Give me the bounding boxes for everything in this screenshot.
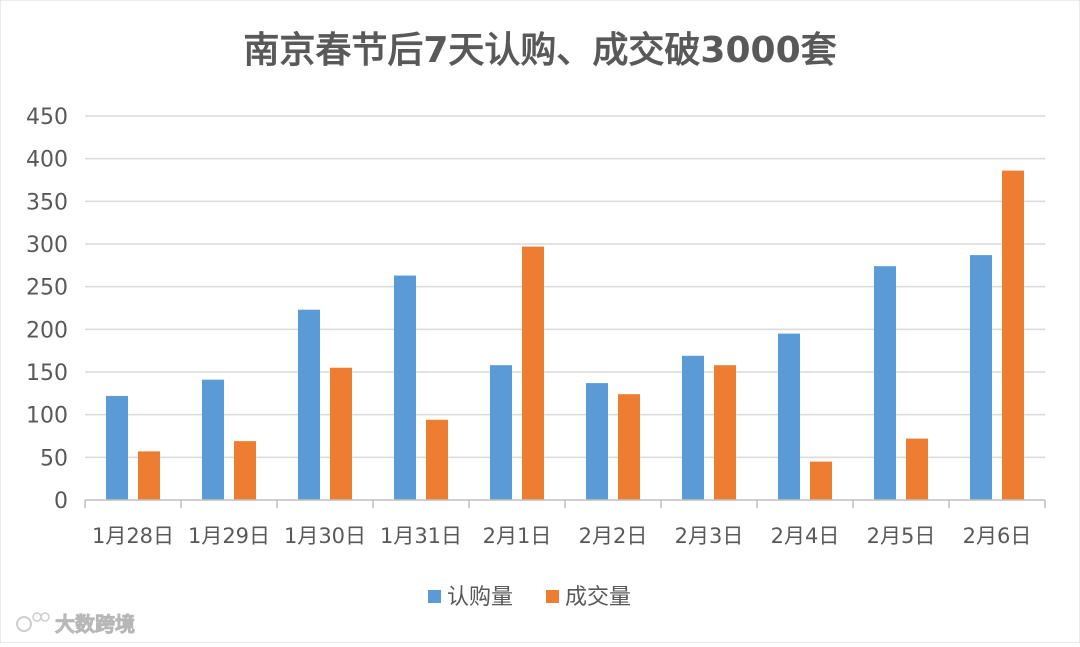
bar-series1 [874,266,896,500]
y-tick-label: 200 [26,318,68,343]
bar-series2 [426,419,448,500]
chart-title: 南京春节后7天认购、成交破3000套 [243,29,836,71]
bar-series2 [618,394,640,500]
legend-swatch [546,590,559,603]
bar-series2 [522,246,544,500]
bar-series2 [234,441,256,500]
y-tick-label: 400 [26,148,68,173]
y-tick-label: 450 [26,105,68,130]
bar-series1 [490,365,512,500]
x-tick-label: 2月5日 [867,524,936,548]
x-tick-label: 2月2日 [579,524,648,548]
bar-series2 [330,367,352,500]
legend-label: 成交量 [565,585,631,610]
y-tick-label: 150 [26,361,68,386]
y-tick-label: 50 [40,446,68,471]
bar-series1 [106,395,128,500]
x-axis-ticks: 1月28日 1月29日 1月30日 1月31日 2月1日 2月2日 2月3日 2月4日 2月5日… [84,500,1046,548]
x-tick-label: 1月29日 [188,524,270,548]
x-tick-label: 1月31日 [380,524,462,548]
bar-series1 [202,379,224,500]
bar-series1 [778,333,800,500]
y-tick-label: 100 [26,404,68,429]
bar-series1 [970,255,992,500]
y-tick-label: 350 [26,190,68,215]
x-tick-label: 1月28日 [92,524,174,548]
bar-series1 [298,309,320,500]
x-tick-label: 1月30日 [284,524,366,548]
y-tick-label: 300 [26,233,68,258]
legend: 认购量 成交量 [428,585,631,610]
watermark: 大数跨境 [16,612,135,636]
x-tick-label: 2月4日 [771,524,840,548]
y-tick-label: 0 [54,489,68,514]
y-tick-label: 250 [26,276,68,301]
watermark-logo-icon [16,612,50,632]
bars [106,170,1024,500]
legend-label: 认购量 [447,585,513,610]
watermark-text: 大数跨境 [55,612,135,636]
bar-series2 [138,451,160,500]
bar-series2 [906,438,928,500]
x-tick-label: 2月3日 [675,524,744,548]
y-axis-ticks: 0 50 100 150 200 250 300 350 400 450 [26,105,68,514]
bar-series1 [682,355,704,500]
bar-series1 [586,383,608,500]
bar-series1 [394,275,416,500]
bar-series2 [714,365,736,500]
x-tick-label: 2月6日 [963,524,1032,548]
legend-swatch [428,590,441,603]
bar-series2 [1002,170,1024,500]
bar-series2 [810,461,832,500]
x-tick-label: 2月1日 [483,524,552,548]
